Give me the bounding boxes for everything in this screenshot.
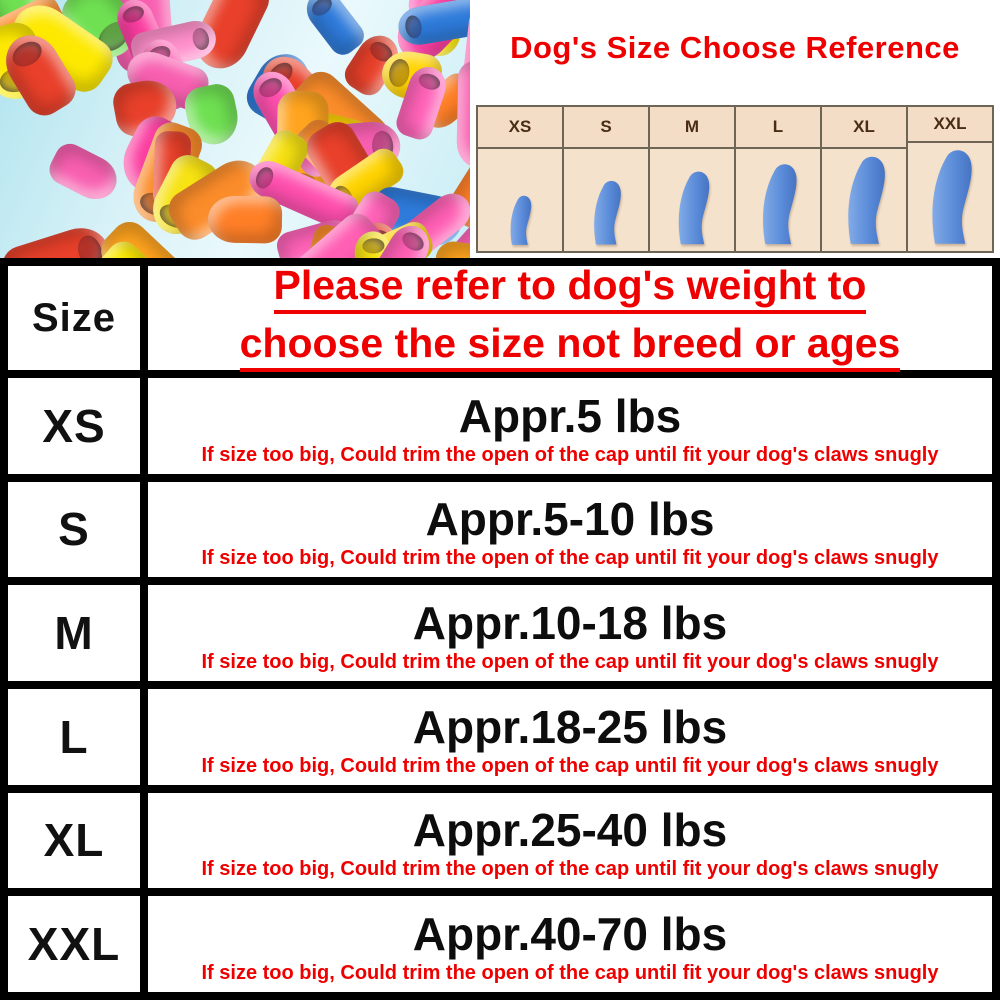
size-comparison-chart: XS S M L XL XXL [476, 105, 994, 253]
weight-text: Appr.25-40 lbs [412, 804, 728, 857]
table-row-l-size: L [8, 688, 140, 785]
weight-text: Appr.5 lbs [458, 389, 682, 442]
size-chart-column-xxl: XXL [906, 107, 992, 251]
claw-cap-l-image [736, 149, 820, 251]
table-row-xl-info: Appr.25-40 lbs If size too big, Could tr… [148, 792, 992, 889]
size-chart-column-s: S [562, 107, 648, 251]
size-chart-label: S [564, 107, 648, 149]
size-chart-column-l: L [734, 107, 820, 251]
nail-cap-opening [386, 57, 411, 89]
nail-cap-opening [252, 164, 277, 192]
nail-cap [0, 219, 117, 258]
trim-note: If size too big, Could trim the open of … [201, 754, 939, 777]
size-chart-label: XXL [908, 107, 992, 143]
size-weight-table: Size Please refer to dog's weight to cho… [0, 258, 1000, 1000]
product-photo [0, 0, 470, 258]
weight-advice-line2: choose the size not breed or ages [239, 321, 901, 373]
trim-note: If size too big, Could trim the open of … [201, 650, 939, 673]
size-chart-label: L [736, 107, 820, 149]
weight-text: Appr.10-18 lbs [412, 597, 728, 650]
table-row-xs-size: XS [8, 378, 140, 474]
table-row-s-info: Appr.5-10 lbs If size too big, Could tri… [148, 481, 992, 578]
table-row-m-size: M [8, 585, 140, 681]
nail-cap-opening [398, 228, 427, 255]
table-row-m-info: Appr.10-18 lbs If size too big, Could tr… [148, 585, 992, 681]
table-row-l-info: Appr.18-25 lbs If size too big, Could tr… [148, 688, 992, 785]
size-chart-column-xs: XS [478, 107, 562, 251]
nail-cap-opening [119, 3, 147, 26]
claw-cap-s-image [564, 149, 648, 251]
trim-note: If size too big, Could trim the open of … [201, 443, 939, 466]
nail-cap-opening [190, 26, 211, 52]
nail-cap [395, 0, 470, 49]
claw-cap-xl-image [822, 149, 906, 251]
weight-advice-line1: Please refer to dog's weight to [273, 263, 867, 314]
nail-cap [207, 194, 282, 244]
size-chart-label: XS [478, 107, 562, 149]
weight-text: Appr.40-70 lbs [412, 908, 728, 961]
table-row-s-size: S [8, 481, 140, 578]
claw-cap-xs-image [478, 149, 562, 251]
nail-cap [44, 138, 124, 207]
trim-note: If size too big, Could trim the open of … [201, 961, 939, 984]
nail-cap-opening [7, 37, 46, 72]
table-row-xs-info: Appr.5 lbs If size too big, Could trim t… [148, 378, 992, 474]
size-chart-label: M [650, 107, 734, 149]
nail-cap-opening [361, 237, 384, 255]
weight-text: Appr.5-10 lbs [425, 493, 715, 546]
table-row-xxl-info: Appr.40-70 lbs If size too big, Could tr… [148, 896, 992, 992]
size-chart-column-xl: XL [820, 107, 906, 251]
claw-cap-xxl-image [908, 143, 992, 251]
nail-cap [455, 60, 470, 169]
trim-note: If size too big, Could trim the open of … [201, 858, 939, 881]
top-section: Dog's Size Choose Reference XS S M L XL [0, 0, 1000, 258]
trim-note: If size too big, Could trim the open of … [201, 547, 939, 570]
reference-panel: Dog's Size Choose Reference XS S M L XL [470, 0, 1000, 258]
table-row-xxl-size: XXL [8, 896, 140, 992]
nail-cap-opening [403, 14, 424, 41]
page-title: Dog's Size Choose Reference [510, 30, 960, 65]
size-column-header: Size [8, 266, 140, 370]
weight-text: Appr.18-25 lbs [412, 700, 728, 753]
table-row-xl-size: XL [8, 792, 140, 889]
size-chart-column-m: M [648, 107, 734, 251]
weight-advice-header: Please refer to dog's weight to choose t… [148, 263, 992, 373]
size-chart-label: XL [822, 107, 906, 149]
nail-cap-opening [416, 70, 443, 93]
nail-cap-opening [309, 0, 336, 20]
claw-cap-m-image [650, 149, 734, 251]
